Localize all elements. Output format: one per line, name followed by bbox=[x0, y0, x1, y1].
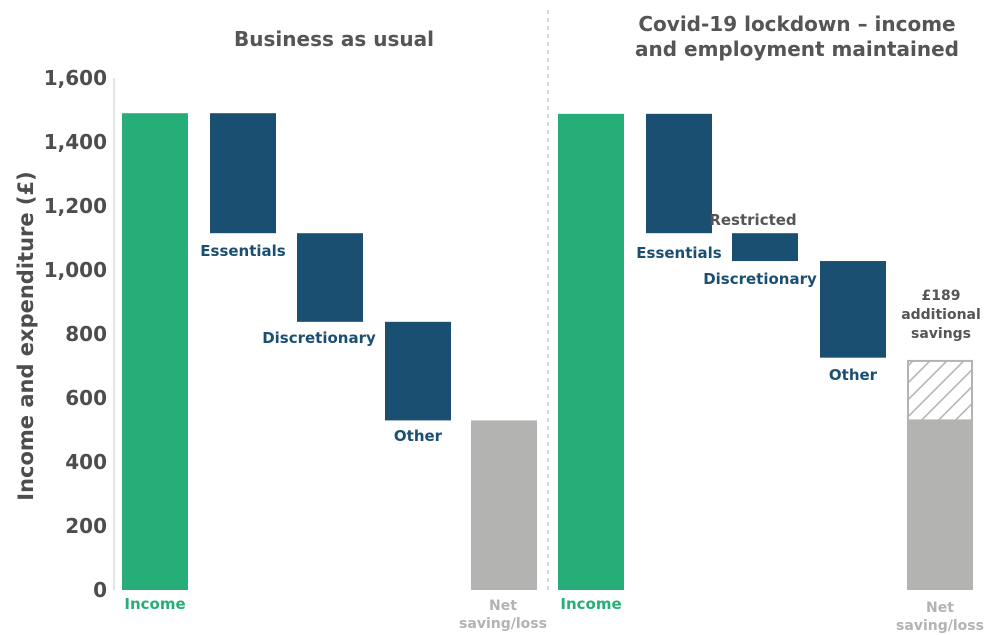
bar-label-line: Essentials bbox=[636, 244, 722, 262]
bar-label-line: Essentials bbox=[200, 242, 286, 260]
y-tick-label: 1,200 bbox=[44, 194, 107, 218]
bar-label-line: saving/loss bbox=[459, 616, 547, 632]
y-axis: 0 200 400 600 800 1,000 1,200 1,400 1,600 Income … bbox=[14, 66, 115, 602]
bar-essentials bbox=[210, 113, 276, 234]
bar-label-line: Other bbox=[394, 427, 443, 445]
bar-label-line: Income bbox=[560, 595, 621, 613]
bar-label: Other bbox=[829, 366, 878, 384]
y-tick-label: 400 bbox=[65, 450, 107, 474]
bar-label-line: Other bbox=[829, 366, 878, 384]
panel-2: Covid-19 lockdown – income and employment… bbox=[558, 12, 984, 634]
bar-label-line: Discretionary bbox=[262, 329, 376, 347]
y-tick-label: 0 bbox=[93, 578, 107, 602]
panel-title: Covid-19 lockdown – income and employment… bbox=[635, 12, 959, 61]
panel-1: Business as usual Income Essentials Discret… bbox=[122, 27, 547, 632]
bar-label: Discretionary bbox=[262, 329, 376, 347]
bar-other bbox=[820, 261, 886, 358]
additional-savings-annotation: £189 additional savings bbox=[901, 288, 981, 342]
y-tick-label: 1,400 bbox=[44, 130, 107, 154]
bar-label: Net saving/loss bbox=[459, 598, 547, 632]
bar-label-line: Income bbox=[124, 595, 185, 613]
y-tick-label: 600 bbox=[65, 386, 107, 410]
bar-label: Other bbox=[394, 427, 443, 445]
chart-panels: Business as usual Income Essentials Discret… bbox=[122, 10, 984, 634]
bar-net-saving-loss bbox=[907, 420, 973, 590]
panel-title-line: Covid-19 lockdown – income bbox=[638, 12, 955, 36]
bar-label-line: Discretionary bbox=[703, 270, 817, 288]
bar-label-line: saving/loss bbox=[896, 618, 984, 634]
bar-additional-savings bbox=[907, 359, 973, 422]
bar-label: Income bbox=[124, 595, 185, 613]
bar-label-line: Net bbox=[926, 600, 954, 616]
bar-label: Restricted Discretionary bbox=[703, 211, 817, 288]
y-tick-label: 1,000 bbox=[44, 258, 107, 282]
bar-net-saving-loss bbox=[471, 420, 537, 590]
bar-other bbox=[385, 321, 451, 421]
additional-savings-annotation-line: savings bbox=[911, 326, 971, 342]
bar-restricted-discretionary bbox=[732, 233, 798, 262]
bar-income bbox=[122, 113, 188, 590]
bar-label: Income bbox=[560, 595, 621, 613]
bar-label: Net saving/loss bbox=[896, 600, 984, 634]
y-tick-label: 1,600 bbox=[44, 66, 107, 90]
additional-savings-annotation-line: additional bbox=[901, 307, 981, 323]
bar-income bbox=[558, 113, 624, 590]
bar-label-line: Restricted bbox=[709, 211, 796, 229]
bar-label: Essentials bbox=[636, 244, 722, 262]
bar-essentials bbox=[646, 113, 712, 234]
y-tick-label: 800 bbox=[65, 322, 107, 346]
bar-label-line: Net bbox=[489, 598, 517, 614]
bar-label: Essentials bbox=[200, 242, 286, 260]
y-tick-label: 200 bbox=[65, 514, 107, 538]
panel-title-line: and employment maintained bbox=[635, 37, 959, 61]
bar-discretionary bbox=[297, 233, 363, 322]
y-axis-label: Income and expenditure (£) bbox=[14, 171, 38, 501]
additional-savings-annotation-line: £189 bbox=[922, 288, 961, 304]
panel-title-line: Business as usual bbox=[234, 27, 434, 51]
panel-title: Business as usual bbox=[234, 27, 434, 51]
